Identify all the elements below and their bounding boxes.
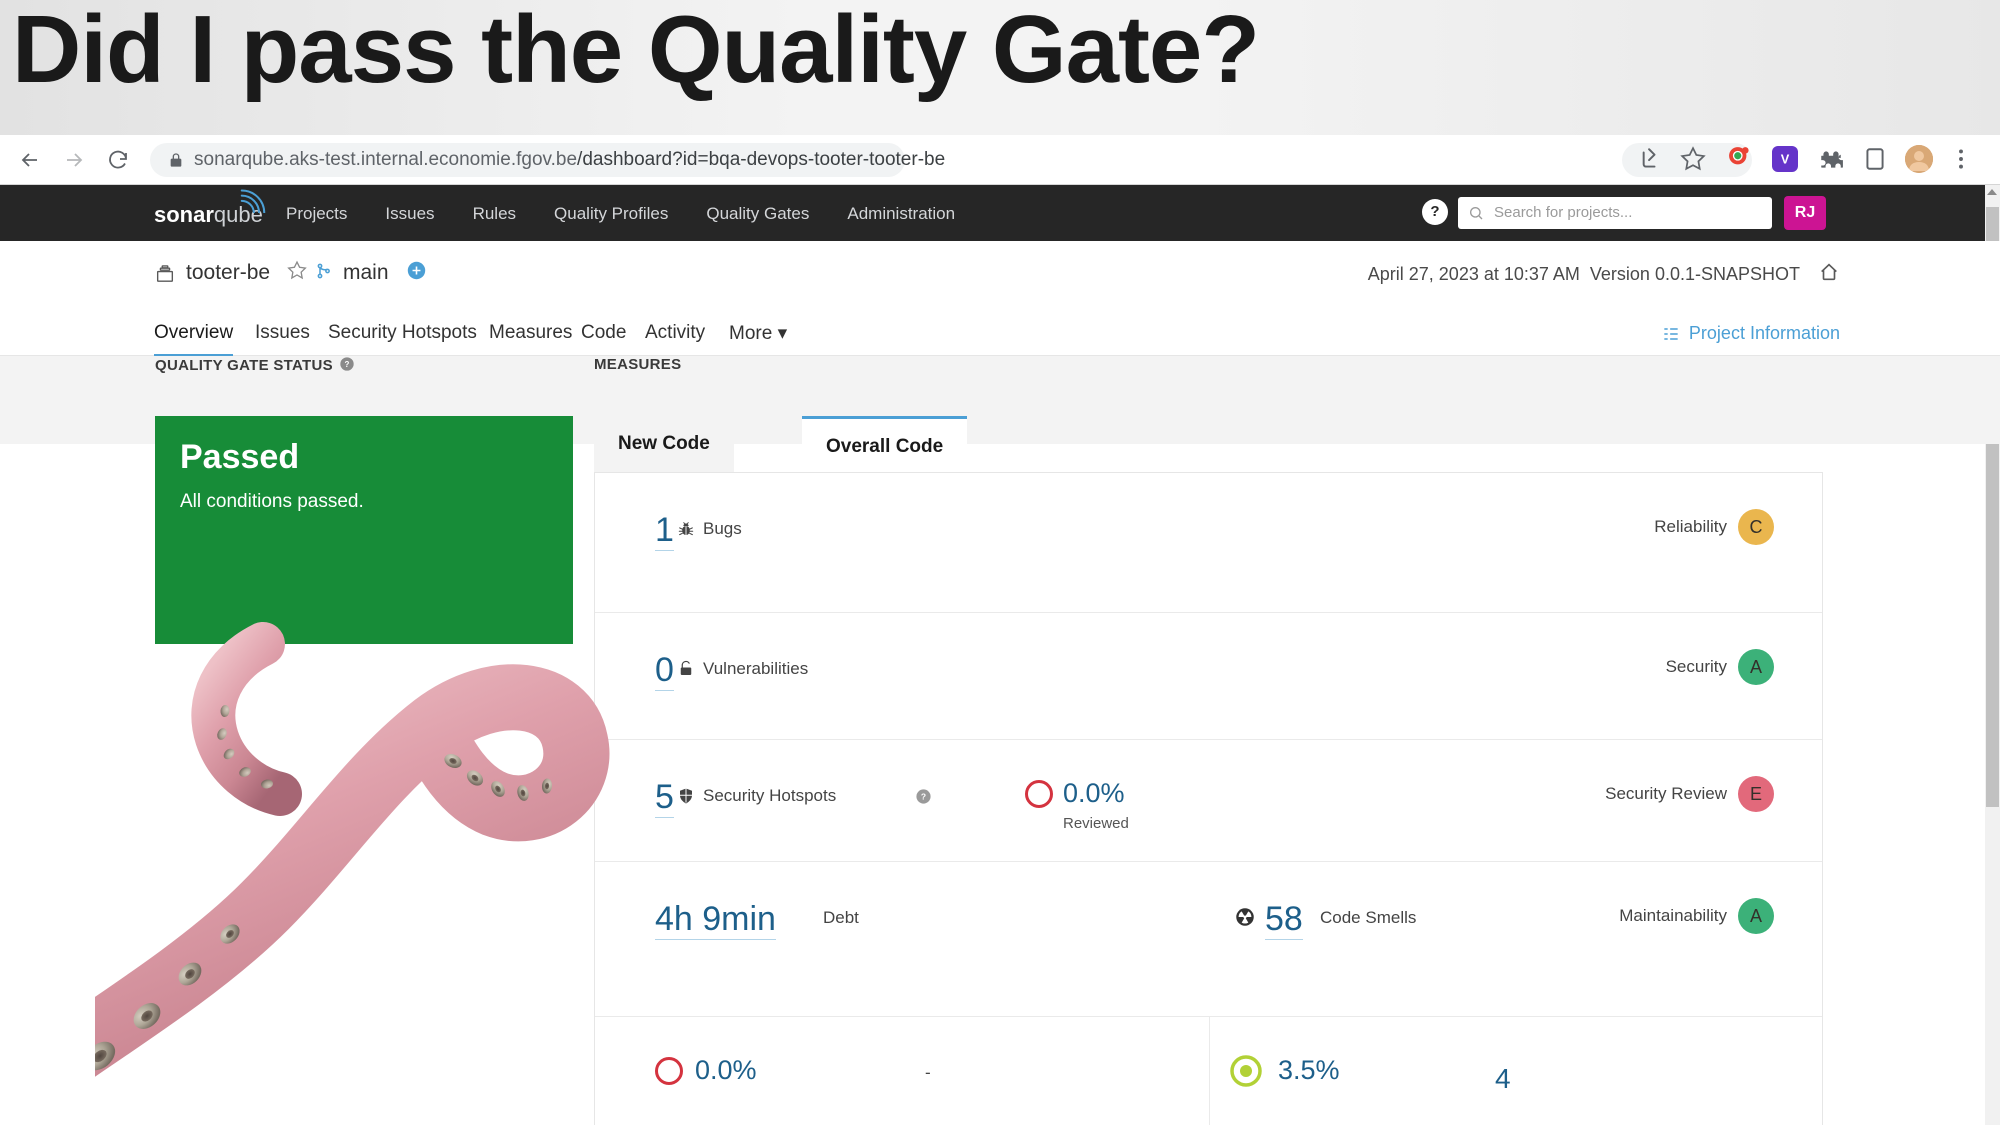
svg-text:?: ?	[921, 792, 926, 802]
svg-text:?: ?	[345, 360, 350, 369]
svg-text:V: V	[1781, 152, 1790, 167]
